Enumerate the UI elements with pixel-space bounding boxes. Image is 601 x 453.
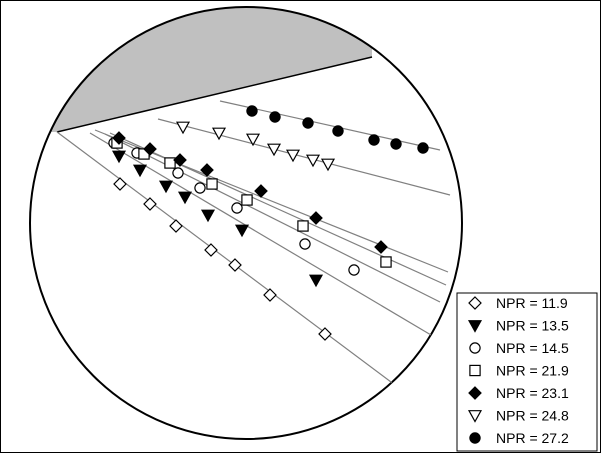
legend: NPR = 11.9 NPR = 13.5 NPR = 14.5 NPR = 21.9… (456, 292, 598, 452)
data-point-npr-27-2 (246, 105, 258, 117)
data-point-npr-23-1 (254, 184, 268, 198)
data-point-npr-23-1 (309, 211, 323, 225)
data-point-npr-21-9 (297, 220, 309, 232)
data-point-npr-24-8 (245, 133, 261, 147)
data-point-npr-11-9 (143, 197, 157, 211)
fit-line-npr-24-8 (157, 118, 451, 196)
data-point-npr-11-9 (228, 258, 242, 272)
data-point-npr-11-9 (318, 327, 332, 341)
data-point-npr-13-5 (158, 180, 174, 194)
data-point-npr-21-9 (380, 256, 392, 268)
data-point-npr-24-8 (266, 143, 282, 157)
legend-label: NPR = 11.9 (496, 295, 568, 311)
data-point-npr-24-8 (305, 154, 321, 168)
legend-marker-npr-14-5 (469, 342, 481, 354)
data-point-npr-21-9 (164, 157, 176, 169)
data-point-npr-21-9 (206, 178, 218, 190)
fit-line-npr-23-1 (94, 129, 449, 273)
data-point-npr-11-9 (204, 243, 218, 257)
data-point-npr-14-5 (231, 202, 243, 214)
legend-label: NPR = 24.8 (496, 408, 569, 424)
data-point-npr-11-9 (263, 288, 277, 302)
data-point-npr-14-5 (299, 238, 311, 250)
fit-line-npr-13-5 (89, 132, 432, 336)
legend-marker-npr-23-1 (468, 386, 482, 400)
data-point-npr-27-2 (390, 138, 402, 150)
data-point-npr-23-1 (112, 131, 126, 145)
legend-label: NPR = 13.5 (496, 318, 569, 334)
data-point-npr-13-5 (177, 191, 193, 205)
data-point-npr-13-5 (308, 274, 324, 288)
data-point-npr-11-9 (113, 177, 127, 191)
fit-line-npr-14-5 (104, 133, 441, 303)
data-point-npr-24-8 (175, 121, 191, 135)
data-point-npr-27-2 (269, 111, 281, 123)
data-point-npr-13-5 (111, 150, 127, 164)
region-boundary-line (56, 56, 373, 133)
data-point-npr-23-1 (173, 153, 187, 167)
data-point-npr-27-2 (368, 134, 380, 146)
data-point-npr-14-5 (194, 182, 206, 194)
data-point-npr-13-5 (234, 224, 250, 238)
data-point-npr-11-9 (169, 219, 183, 233)
data-point-npr-14-5 (172, 167, 184, 179)
legend-label: NPR = 23.1 (496, 385, 569, 401)
legend-label: NPR = 21.9 (496, 363, 569, 379)
shaded-region (30, 7, 372, 132)
circular-boundary (29, 6, 463, 440)
data-point-npr-13-5 (132, 164, 148, 178)
data-point-npr-27-2 (417, 142, 429, 154)
data-point-npr-24-8 (211, 127, 227, 141)
legend-marker-npr-21-9 (469, 364, 481, 377)
data-points (108, 105, 429, 341)
legend-marker-npr-13-5 (467, 320, 483, 333)
data-point-npr-24-8 (285, 149, 301, 163)
legend-marker-npr-24-8 (467, 410, 483, 423)
data-point-npr-23-1 (200, 163, 214, 177)
data-point-npr-27-2 (302, 117, 314, 129)
data-point-npr-14-5 (348, 264, 360, 276)
data-point-npr-21-9 (241, 194, 253, 206)
legend-label: NPR = 27.2 (496, 430, 569, 446)
data-point-npr-23-1 (374, 240, 388, 254)
data-point-npr-13-5 (200, 209, 216, 223)
data-point-npr-27-2 (332, 125, 344, 137)
data-point-npr-24-8 (320, 158, 336, 172)
fit-line-npr-11-9 (56, 131, 396, 386)
legend-marker-npr-11-9 (468, 296, 482, 310)
legend-marker-npr-27-2 (469, 432, 481, 444)
data-point-npr-23-1 (143, 142, 157, 156)
legend-label: NPR = 14.5 (496, 340, 569, 356)
